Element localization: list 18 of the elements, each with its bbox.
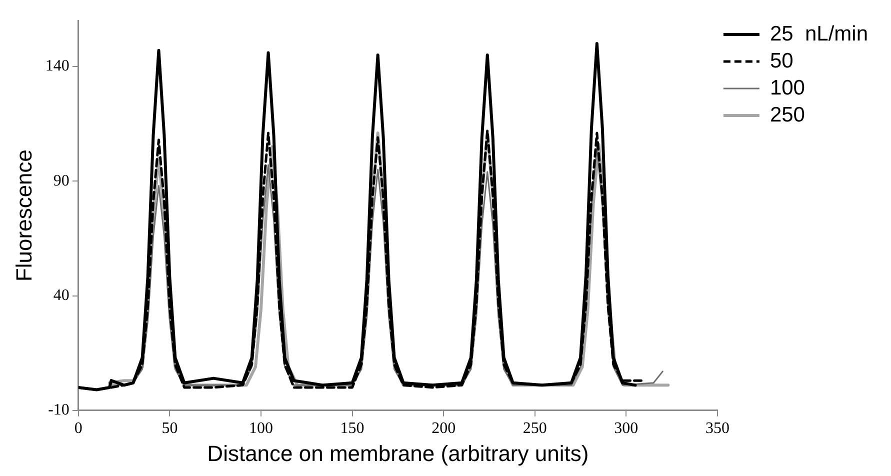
y-tick-label: 90 (53, 172, 70, 190)
legend-label: 25 nL/min (770, 22, 868, 46)
x-tick-label: 250 (522, 420, 547, 438)
x-tick-label: 350 (705, 420, 730, 438)
legend-label: 50 (770, 49, 794, 72)
y-tick-label: -10 (48, 402, 70, 419)
x-tick-label: 200 (432, 420, 456, 438)
x-tick-label: 0 (74, 420, 82, 438)
legend-label: 250 (770, 103, 805, 126)
y-tick-label: 40 (53, 286, 70, 304)
x-tick-label: 100 (248, 420, 273, 438)
legend-label: 100 (770, 76, 805, 100)
y-axis-title: Fluorescence (11, 149, 36, 282)
x-tick-label: 150 (340, 420, 364, 438)
y-tick-label: 140 (45, 58, 70, 75)
x-axis-title: Distance on membrane (arbitrary units) (207, 440, 589, 466)
x-tick-label: 300 (614, 420, 638, 438)
x-tick-label: 50 (162, 420, 178, 438)
